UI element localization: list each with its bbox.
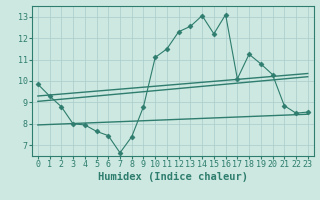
X-axis label: Humidex (Indice chaleur): Humidex (Indice chaleur) bbox=[98, 172, 248, 182]
